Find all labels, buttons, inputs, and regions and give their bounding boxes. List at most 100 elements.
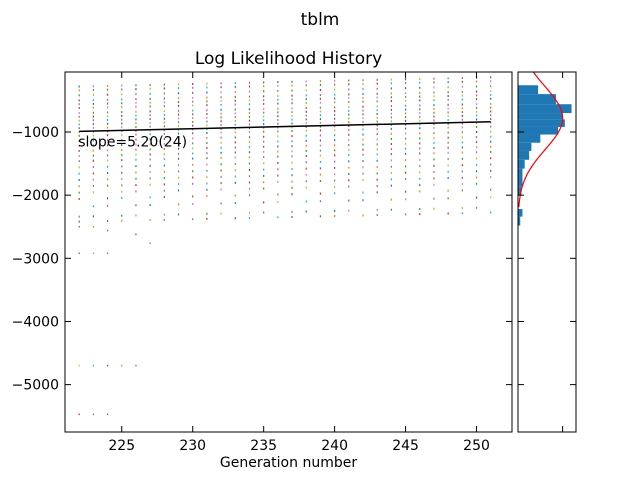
population-point (220, 163, 222, 166)
population-point (248, 85, 251, 88)
population-point (220, 96, 222, 99)
population-point (277, 81, 279, 84)
histogram-ticks (518, 72, 576, 432)
population-point (362, 148, 364, 151)
population-point (206, 142, 208, 145)
population-point (206, 91, 208, 94)
population-point (433, 123, 435, 126)
population-point (92, 215, 94, 218)
histogram-bar (518, 216, 521, 226)
population-point (461, 85, 463, 88)
population-point (92, 134, 94, 137)
population-point (447, 136, 449, 139)
population-point (376, 120, 378, 123)
population-point (220, 127, 222, 130)
histogram-bar (518, 134, 541, 143)
population-point (192, 86, 194, 89)
population-point (92, 172, 94, 175)
population-point (376, 124, 378, 127)
population-point (305, 173, 307, 176)
population-point (78, 115, 80, 118)
population-point (277, 111, 279, 114)
population-point (362, 93, 364, 96)
population-point (92, 123, 94, 126)
population-point (277, 168, 279, 171)
population-point (433, 111, 435, 114)
population-point (192, 100, 194, 103)
population-point (177, 176, 180, 179)
population-point (490, 211, 492, 214)
population-point (206, 104, 208, 107)
population-point (291, 111, 293, 114)
population-point (419, 132, 421, 135)
population-point (419, 171, 421, 174)
population-point (390, 105, 392, 108)
population-point (106, 93, 109, 96)
population-point (149, 101, 151, 104)
population-point (234, 108, 236, 111)
population-point (419, 152, 421, 155)
population-point (234, 141, 236, 144)
population-point (263, 162, 265, 165)
population-point (206, 137, 208, 139)
population-point (234, 181, 236, 184)
population-point (362, 79, 364, 82)
population-point (163, 137, 165, 140)
outlier-point (92, 252, 94, 255)
population-point (334, 173, 336, 176)
population-point (433, 164, 435, 167)
outlier-point (106, 364, 109, 367)
population-point (348, 133, 350, 136)
population-point (348, 88, 350, 91)
population-point (475, 98, 478, 101)
outlier-point (121, 364, 123, 367)
population-point (461, 212, 463, 215)
population-point (220, 86, 222, 89)
population-point (447, 146, 449, 149)
population-point (92, 185, 94, 187)
population-point (461, 207, 463, 210)
population-point (177, 101, 180, 103)
population-point (248, 99, 251, 102)
population-point (376, 148, 378, 151)
population-point (149, 97, 151, 100)
population-point (92, 94, 94, 97)
population-point (163, 164, 165, 167)
population-point (447, 151, 449, 154)
population-point (419, 112, 421, 115)
population-point (404, 147, 407, 150)
population-point (447, 95, 449, 97)
histogram-axes-frame (517, 71, 577, 433)
population-point (376, 113, 378, 115)
population-point (234, 123, 236, 126)
population-point (163, 125, 165, 128)
population-point (206, 120, 208, 123)
population-point (291, 102, 293, 105)
population-point (291, 167, 293, 170)
population-point (177, 83, 180, 86)
outlier-point (78, 413, 80, 416)
population-point (291, 140, 293, 143)
population-point (447, 170, 449, 173)
population-point (149, 164, 151, 167)
population-point (192, 83, 194, 85)
histogram-bar (518, 113, 563, 120)
population-point (305, 107, 307, 109)
population-point (106, 178, 109, 181)
population-point (291, 186, 293, 189)
population-point (447, 122, 449, 125)
population-point (106, 119, 109, 121)
outlier-points (78, 225, 151, 416)
population-point (419, 190, 421, 193)
population-point (376, 78, 378, 81)
population-point (362, 113, 364, 116)
population-point (291, 180, 293, 183)
population-point (121, 165, 123, 168)
population-point (78, 127, 80, 130)
population-point (220, 151, 222, 154)
population-point (461, 107, 463, 110)
population-point (390, 92, 392, 95)
population-point (291, 193, 293, 196)
population-point (305, 125, 307, 128)
population-point (234, 119, 236, 122)
